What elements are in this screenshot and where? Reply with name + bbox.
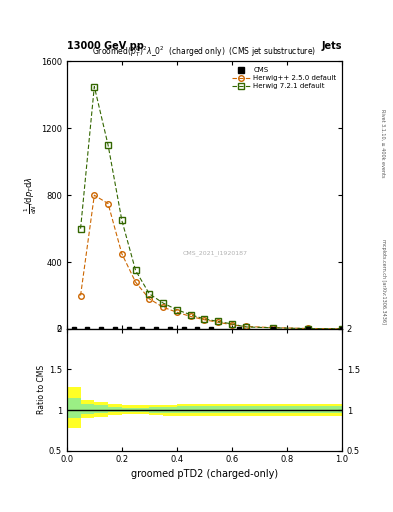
Text: Rivet 3.1.10, ≥ 400k events: Rivet 3.1.10, ≥ 400k events xyxy=(381,109,386,178)
Legend: CMS, Herwig++ 2.5.0 default, Herwig 7.2.1 default: CMS, Herwig++ 2.5.0 default, Herwig 7.2.… xyxy=(230,65,338,91)
Text: Groomed$(p_T^D)^2\lambda\_0^2$  (charged only)  (CMS jet substructure): Groomed$(p_T^D)^2\lambda\_0^2$ (charged … xyxy=(92,44,316,59)
Text: Jets: Jets xyxy=(321,40,342,51)
X-axis label: groomed pTD2 (charged-only): groomed pTD2 (charged-only) xyxy=(131,468,278,479)
Y-axis label: $\frac{1}{\mathrm{d}N} / \mathrm{d}p_T \mathrm{d}\lambda$: $\frac{1}{\mathrm{d}N} / \mathrm{d}p_T \… xyxy=(23,176,39,214)
Text: mcplots.cern.ch [arXiv:1306.3436]: mcplots.cern.ch [arXiv:1306.3436] xyxy=(381,239,386,324)
Text: 13000 GeV pp: 13000 GeV pp xyxy=(67,40,144,51)
Text: CMS_2021_I1920187: CMS_2021_I1920187 xyxy=(182,250,247,255)
Y-axis label: Ratio to CMS: Ratio to CMS xyxy=(37,365,46,414)
